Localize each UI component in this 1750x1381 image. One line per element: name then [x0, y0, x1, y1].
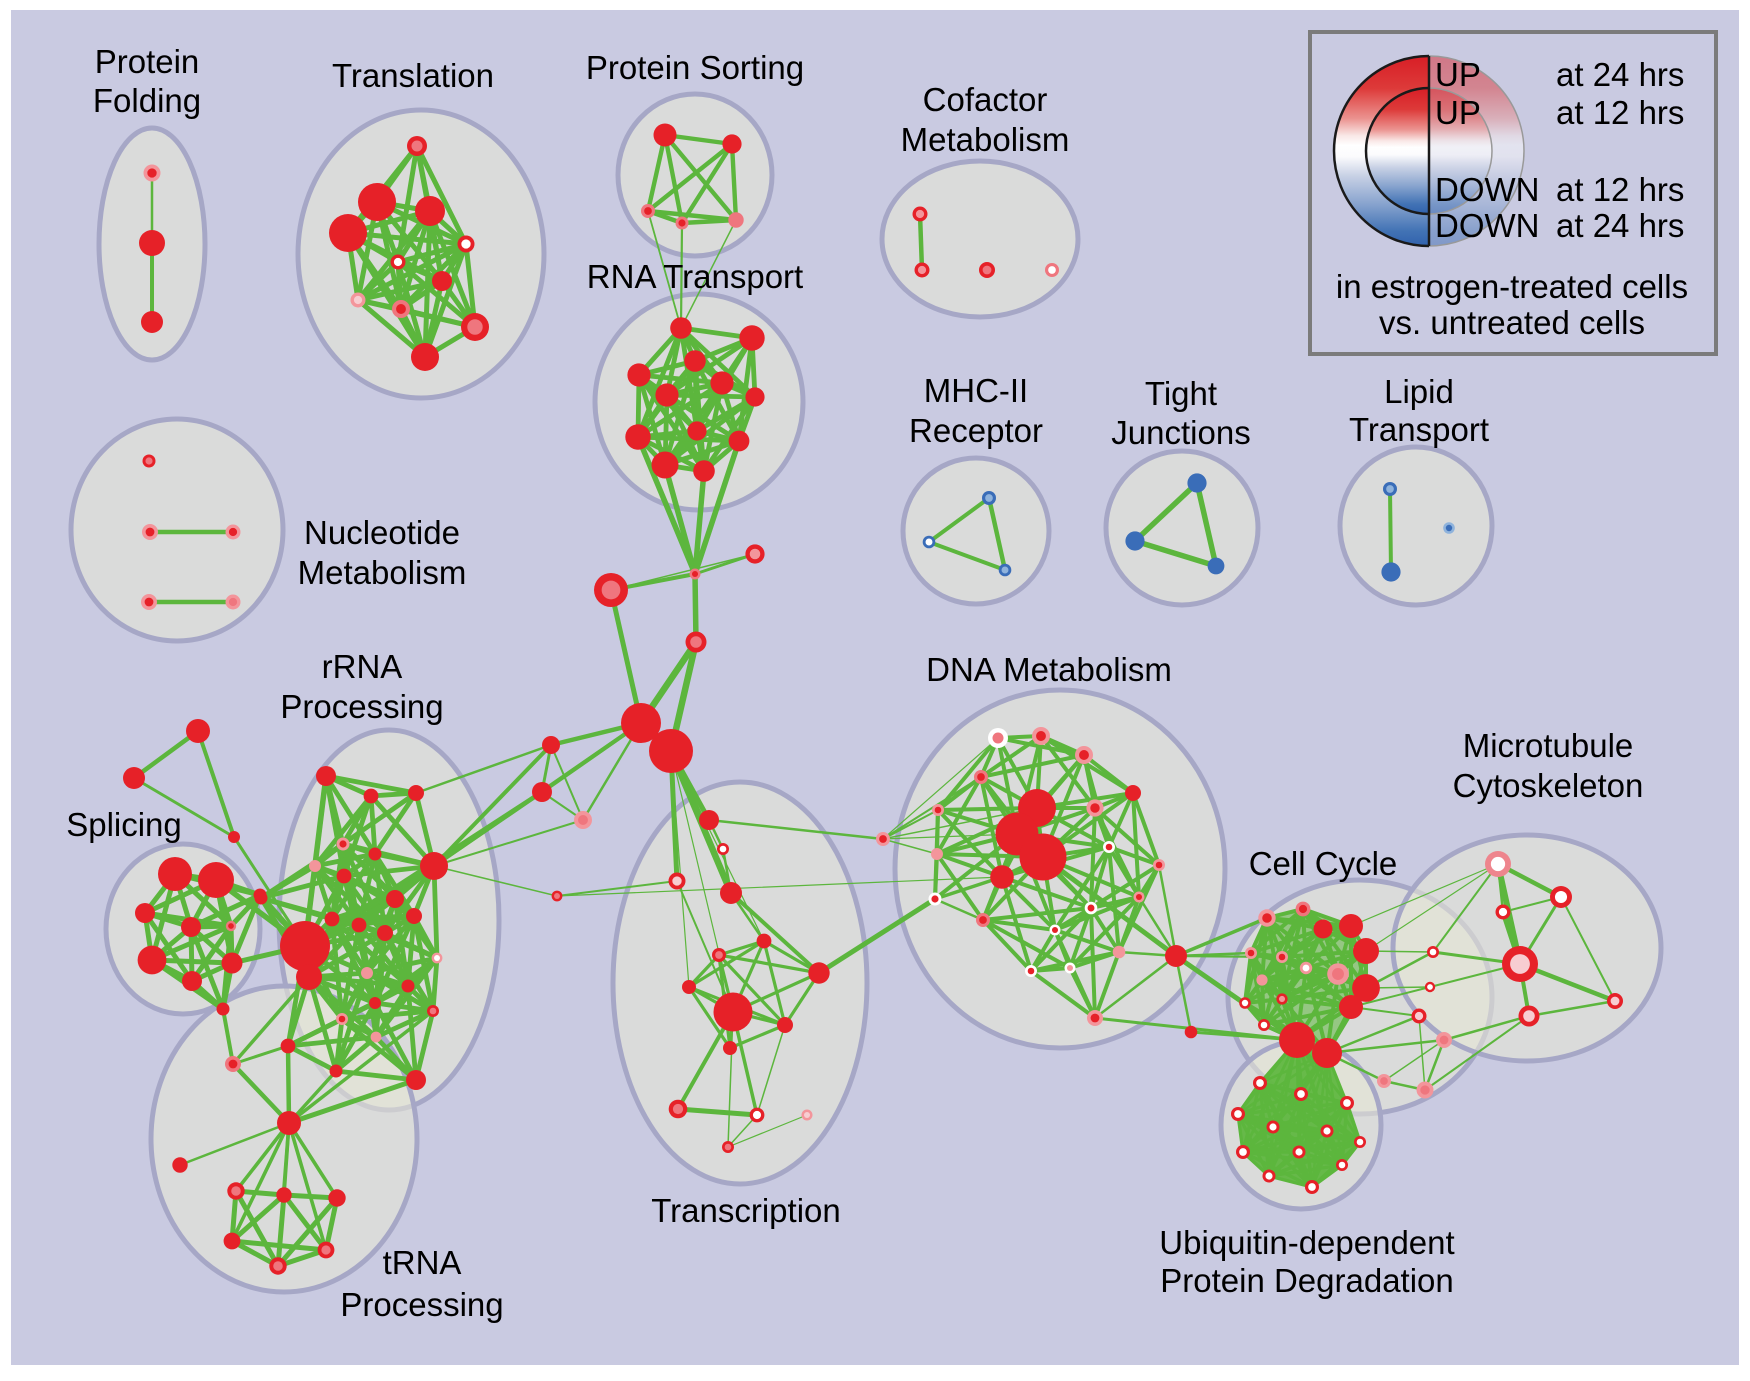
svg-text:at 24 hrs: at 24 hrs — [1556, 56, 1684, 93]
svg-text:in estrogen-treated cells: in estrogen-treated cells — [1336, 268, 1688, 305]
svg-text:Receptor: Receptor — [909, 412, 1043, 449]
svg-text:Processing: Processing — [340, 1286, 503, 1323]
svg-text:rRNA: rRNA — [322, 648, 403, 685]
svg-text:Metabolism: Metabolism — [901, 121, 1070, 158]
svg-text:Folding: Folding — [93, 82, 201, 119]
svg-text:at 12 hrs: at 12 hrs — [1556, 171, 1684, 208]
svg-text:MHC-II: MHC-II — [924, 372, 1028, 409]
svg-text:Translation: Translation — [332, 57, 494, 94]
svg-text:at 24 hrs: at 24 hrs — [1556, 207, 1684, 244]
svg-text:Cell Cycle: Cell Cycle — [1249, 845, 1398, 882]
svg-text:DOWN: DOWN — [1435, 207, 1539, 244]
svg-text:Metabolism: Metabolism — [298, 554, 467, 591]
svg-text:Splicing: Splicing — [66, 806, 182, 843]
svg-text:Lipid: Lipid — [1384, 373, 1454, 410]
svg-text:Transport: Transport — [1349, 411, 1489, 448]
svg-text:Ubiquitin-dependent: Ubiquitin-dependent — [1159, 1224, 1454, 1261]
svg-text:Cytoskeleton: Cytoskeleton — [1453, 767, 1644, 804]
svg-text:RNA Transport: RNA Transport — [587, 258, 803, 295]
svg-text:Transcription: Transcription — [651, 1192, 841, 1229]
svg-text:at 12 hrs: at 12 hrs — [1556, 94, 1684, 131]
svg-text:Junctions: Junctions — [1111, 414, 1250, 451]
svg-text:UP: UP — [1435, 94, 1481, 131]
svg-text:Microtubule: Microtubule — [1463, 727, 1634, 764]
svg-text:Cofactor: Cofactor — [923, 81, 1048, 118]
svg-text:Nucleotide: Nucleotide — [304, 514, 460, 551]
svg-text:Protein Sorting: Protein Sorting — [586, 49, 804, 86]
svg-text:UP: UP — [1435, 56, 1481, 93]
svg-text:DNA Metabolism: DNA Metabolism — [926, 651, 1172, 688]
svg-text:Tight: Tight — [1145, 375, 1217, 412]
svg-text:Protein: Protein — [95, 43, 200, 80]
svg-text:Protein Degradation: Protein Degradation — [1160, 1262, 1454, 1299]
svg-text:DOWN: DOWN — [1435, 171, 1539, 208]
svg-text:vs. untreated cells: vs. untreated cells — [1379, 304, 1645, 341]
svg-text:tRNA: tRNA — [383, 1244, 462, 1281]
svg-text:Processing: Processing — [280, 688, 443, 725]
